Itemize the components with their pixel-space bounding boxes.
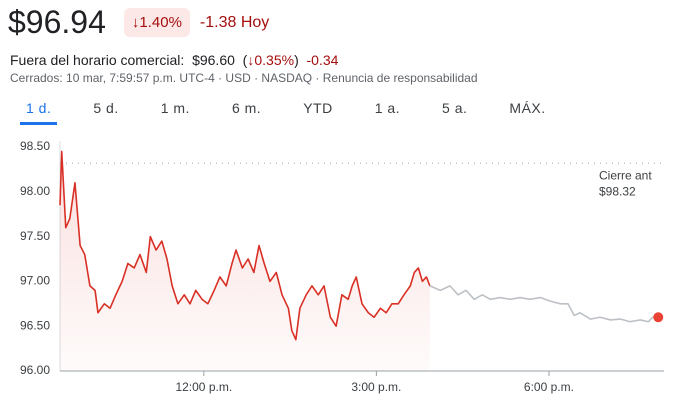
x-tick-label: 6:00 p.m. xyxy=(524,380,574,394)
range-tab[interactable]: 1 a. xyxy=(374,100,401,116)
change: -1.38 Hoy xyxy=(200,14,269,32)
change-period: Hoy xyxy=(240,13,270,31)
range-tabs: 1 d. 5 d. 1 m. 6 m. YTD 1 a. 5 a. MÁX. xyxy=(20,98,582,125)
area-fill xyxy=(60,151,430,371)
previous-close-value: $98.32 xyxy=(599,184,636,198)
after-hours-change-percent: 0.35% xyxy=(254,52,295,68)
y-tick-label: 98.50 xyxy=(20,139,50,153)
after-hours-label: Fuera del horario comercial: xyxy=(10,52,185,68)
price-line xyxy=(429,285,659,323)
y-tick-label: 97.00 xyxy=(20,274,50,288)
price-row: $96.94 ↓1.40% -1.38 Hoy xyxy=(8,4,269,41)
y-tick-label: 96.50 xyxy=(20,318,50,332)
y-tick-label: 96.00 xyxy=(20,363,50,377)
price-line xyxy=(59,150,431,341)
range-tab[interactable]: 5 d. xyxy=(93,100,119,116)
info: Cerrados: 10 mar, 7:59:57 p.m. UTC-4 · U… xyxy=(10,71,478,85)
y-tick-label: 98.00 xyxy=(20,184,50,198)
x-tick-label: 3:00 p.m. xyxy=(351,380,401,394)
change-percent: 1.40% xyxy=(139,14,182,31)
range-tab[interactable]: 1 d. xyxy=(20,98,58,125)
range-tab[interactable]: 5 a. xyxy=(442,100,468,116)
change-badge: ↓1.40% xyxy=(123,8,190,37)
change-value: -1.38 xyxy=(199,13,237,31)
x-tick-label: 12:00 p.m. xyxy=(175,380,232,394)
end-marker xyxy=(653,312,664,323)
after-hours-row: Fuera del horario comercial: $96.60 (↓0.… xyxy=(10,52,339,68)
price: $96.94 xyxy=(8,4,106,40)
range-tab[interactable]: MÁX. xyxy=(509,100,546,116)
range-tab[interactable]: 1 m. xyxy=(160,100,190,116)
previous-close-label: Cierre ant xyxy=(599,168,652,182)
range-tab[interactable]: YTD xyxy=(303,100,333,116)
after-hours-change: -0.34 xyxy=(306,52,339,68)
after-hours-price: $96.60 xyxy=(192,52,235,68)
y-tick-label: 97.50 xyxy=(20,229,50,243)
range-tab[interactable]: 6 m. xyxy=(231,100,262,116)
